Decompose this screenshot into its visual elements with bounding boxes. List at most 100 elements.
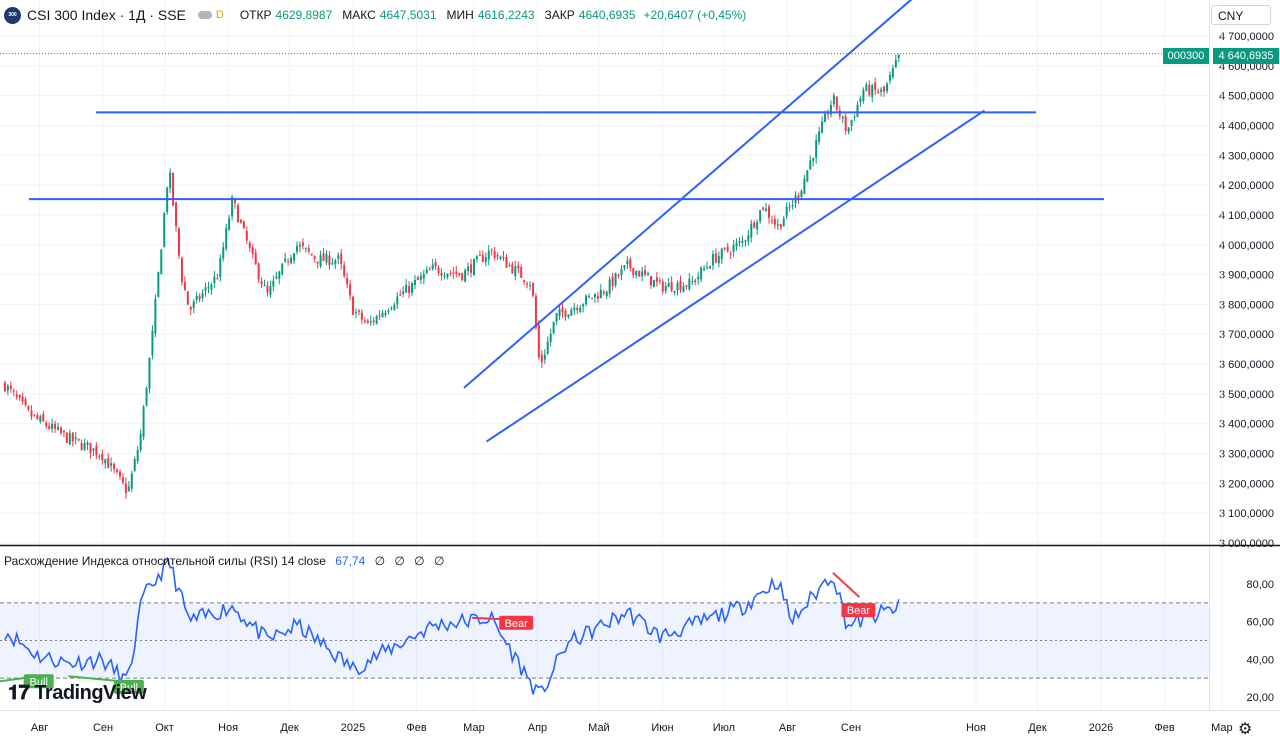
candle-body [464,269,467,282]
candle-body [720,248,723,259]
time-axis-label: 2025 [341,722,365,734]
candle-body [6,385,9,391]
price-axis-label: 4 000,0000 [1219,240,1274,252]
candle-body [163,213,166,247]
candle-body [883,86,886,92]
ohlc-high-value: 4647,5031 [379,8,437,22]
candle-body [765,208,768,211]
candle-body [611,276,614,287]
candle-body [475,256,478,260]
candle-body [487,250,490,260]
candle-body [753,222,756,228]
candle-body [393,304,396,310]
candle-body [570,309,573,316]
candle-body [558,309,561,316]
price-axis-label: 3 100,0000 [1219,508,1274,520]
divergence-label: Bull [30,676,48,688]
price-axis-label: 4 500,0000 [1219,91,1274,103]
candle-body [89,442,92,454]
candle-body [298,245,301,247]
candle-body [573,307,576,311]
candle-body [272,280,275,287]
candle-body [375,316,378,324]
candle-body [390,307,393,309]
candle-body [576,308,579,311]
candle-body [756,222,759,230]
currency-selector[interactable]: CNY [1211,5,1271,25]
candle-body [319,255,322,267]
candle-body [378,315,381,317]
candle-body [617,274,620,277]
candle-body [313,256,316,259]
candle-body [334,260,337,264]
candle-body [679,280,682,291]
candle-body [880,89,883,92]
candle-body [862,90,865,102]
candle-body [92,448,95,451]
candle-body [172,172,175,206]
candle-body [461,273,464,280]
candle-body [785,206,788,217]
candle-body [832,95,835,105]
candle-body [369,321,372,323]
candle-body [788,206,791,208]
candle-body [620,268,623,276]
candle-body [416,277,419,281]
candle-body [405,284,408,293]
rsi-null-values: ∅ ∅ ∅ ∅ [374,554,448,568]
candle-body [54,423,57,429]
price-axis-label: 3 900,0000 [1219,270,1274,282]
candle-body [537,325,540,358]
candle-body [434,262,437,267]
candle-body [629,259,632,269]
candle-body [425,269,428,273]
candle-body [626,260,629,265]
candle-body [278,271,281,279]
candle-body [874,82,877,90]
time-axis-label: Фев [406,722,426,734]
candle-body [868,84,871,96]
tradingview-wordmark: TradingView [34,682,147,704]
market-status-icon[interactable] [197,11,212,19]
candle-body [328,255,331,266]
candle-body [847,127,850,132]
gear-icon[interactable]: ⚙ [1238,721,1253,738]
rsi-axis-label: 80,00 [1246,579,1274,591]
symbol-title[interactable]: CSI 300 Index · 1Д · SSE [27,7,186,23]
candle-body [316,261,319,264]
candle-body [508,265,511,267]
divergence-label-box [841,603,876,618]
candle-body [349,284,352,296]
candle-body [195,295,198,300]
candle-body [614,273,617,286]
candle-body [121,477,124,483]
rsi-legend[interactable]: Расхождение Индекса относительной силы (… [4,554,447,568]
candle-body [413,280,416,285]
ohlc-low-value: 4616,2243 [477,8,535,22]
candle-body [703,268,706,270]
candle-body [779,224,782,228]
divergence-label: Bear [847,605,871,617]
candle-body [493,251,496,259]
candle-body [458,273,461,276]
tradingview-logo[interactable]: 𝟏𝟕 TradingView [8,682,147,705]
candle-body [177,228,180,256]
candle-body [231,196,234,217]
ohlc-low-label: МИН [446,8,474,22]
ohlc-close-label: ЗАКР [544,8,575,22]
candle-body [773,219,776,225]
candle-body [287,261,290,263]
candle-body [588,296,591,298]
candle-body [602,291,605,294]
candle-body [139,434,142,451]
candle-body [39,416,42,422]
price-axis-label: 3 300,0000 [1219,449,1274,461]
time-axis-label: Фев [1154,722,1174,734]
channel-upper-line [463,0,913,389]
candle-body [59,427,62,434]
price-axis-label: 4 100,0000 [1219,210,1274,222]
candle-body [269,286,272,296]
chart-header: 300 CSI 300 Index · 1Д · SSE D ОТКР 4629,… [4,5,746,25]
candle-body [24,398,27,406]
